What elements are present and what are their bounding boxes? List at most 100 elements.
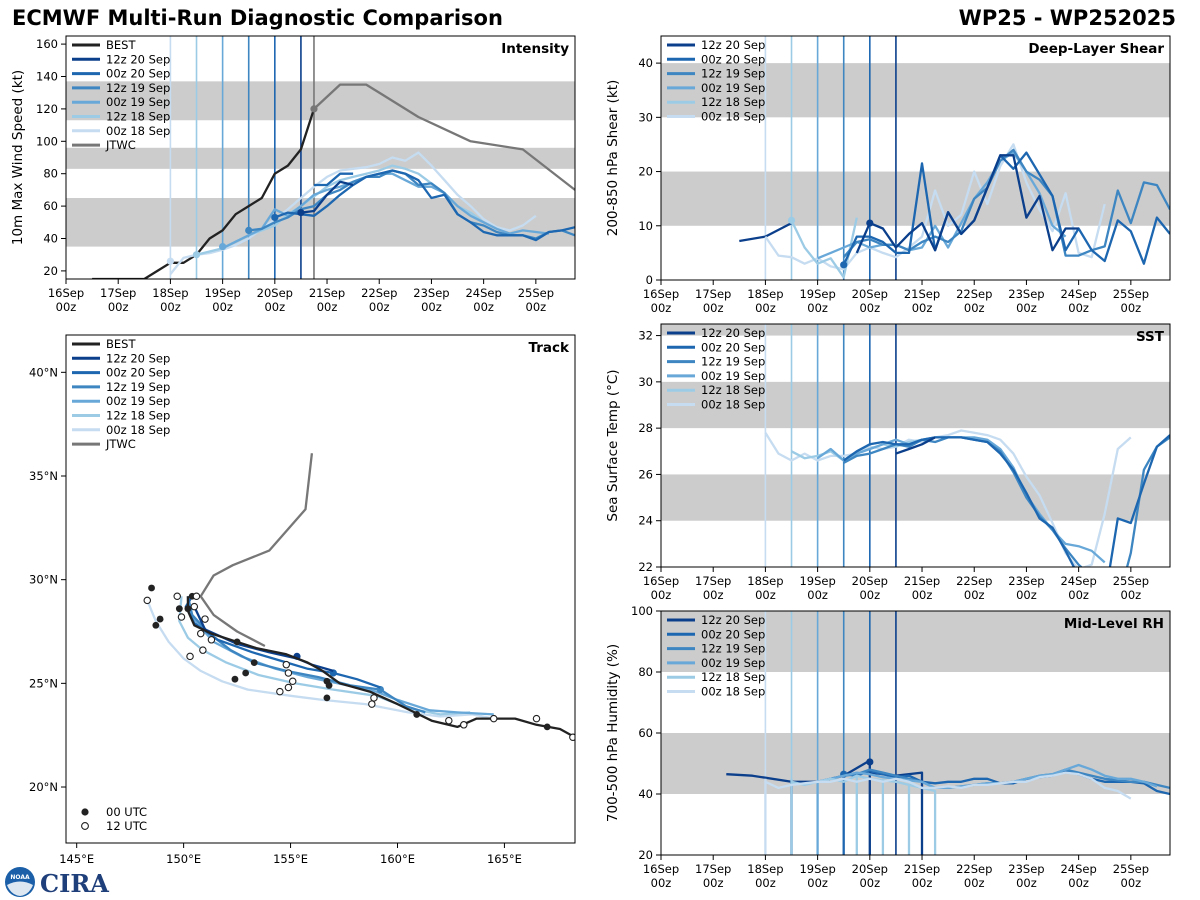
x-tick-label: 00z — [108, 300, 129, 314]
x-tick-label: 00z — [526, 300, 547, 314]
series-line — [186, 596, 426, 714]
track-plot-area — [143, 453, 575, 742]
x-tick-label: 00z — [807, 301, 828, 315]
x-tick-label: 23Sep — [413, 286, 449, 300]
x-tick-label: 00z — [912, 588, 933, 602]
x-tick-label: 00z — [1121, 301, 1142, 315]
y-tick-label: 20 — [638, 165, 653, 179]
fix-12utc — [460, 721, 468, 729]
x-tick-label: 00z — [859, 588, 880, 602]
legend-label: 00z 19 Sep — [701, 656, 765, 670]
x-tick-label: 00z — [807, 876, 828, 890]
legend-label: 00z 20 Sep — [701, 340, 765, 354]
y-tick-label: 22 — [638, 560, 653, 574]
sst-plot-area — [661, 324, 1170, 567]
fix-00utc — [148, 584, 155, 592]
sst-title: SST — [1136, 329, 1165, 345]
x-tick-label: 00z — [755, 301, 776, 315]
y-axis-label: 700-500 hPa Humidity (%) — [605, 644, 621, 822]
x-tick-label: 00z — [473, 300, 494, 314]
y-tick-label: 100 — [36, 134, 58, 148]
sst-frame — [660, 323, 1171, 568]
x-tick-label: 19Sep — [799, 862, 835, 876]
legend-label: 12z 20 Sep — [701, 38, 765, 52]
fix-00utc — [242, 669, 250, 677]
x-tick-label: 18Sep — [747, 574, 783, 588]
threshold-band — [661, 171, 1170, 226]
x-tick-label: 150°E — [166, 852, 201, 866]
y-tick-label: 160 — [36, 37, 58, 51]
x-tick-label: 17Sep — [695, 574, 731, 588]
y-tick-label: 30 — [638, 375, 653, 389]
legend-label: 00z 20 Sep — [701, 52, 765, 66]
series-line — [186, 596, 494, 716]
legend-label: 00 UTC — [106, 805, 147, 819]
legend-label: 00z 20 Sep — [106, 366, 170, 380]
legend-label: 12z 18 Sep — [106, 110, 170, 124]
shear-title: Deep-Layer Shear — [1028, 41, 1164, 57]
x-tick-label: 00z — [964, 301, 985, 315]
x-tick-label: 21Sep — [904, 287, 940, 301]
x-tick-label: 00z — [212, 300, 233, 314]
x-tick-label: 16Sep — [643, 574, 679, 588]
x-tick-label: 00z — [755, 876, 776, 890]
x-tick-label: 00z — [912, 301, 933, 315]
y-tick-label: 30°N — [29, 573, 58, 587]
legend-label: 00z 19 Sep — [701, 81, 765, 95]
legend-label: 12z 18 Sep — [701, 383, 765, 397]
threshold-band — [66, 81, 575, 121]
series-marker — [310, 105, 318, 113]
fix-12utc — [199, 646, 207, 654]
fix-12utc — [276, 687, 284, 696]
series-line — [274, 169, 575, 242]
series-marker — [166, 257, 175, 265]
legend-label: 00z 19 Sep — [701, 369, 765, 383]
series-marker — [192, 251, 201, 259]
rh-panel: 2040608010016Sep00z17Sep00z18Sep00z19Sep… — [605, 604, 1171, 890]
legend-label: 00z 20 Sep — [701, 627, 765, 641]
fix-12utc — [196, 629, 205, 638]
x-tick-label: 00z — [421, 300, 442, 314]
x-tick-label: 25Sep — [518, 286, 554, 300]
legend-label: BEST — [106, 337, 136, 351]
series-line — [764, 771, 1132, 855]
series-marker — [271, 213, 279, 222]
fix-12utc — [177, 613, 186, 621]
page-title: ECMWF Multi-Run Diagnostic Comparison — [12, 6, 503, 30]
x-tick-label: 17Sep — [695, 862, 731, 876]
y-tick-label: 40°N — [29, 365, 58, 379]
fix-12utc — [201, 615, 209, 623]
x-tick-label: 17Sep — [695, 287, 731, 301]
y-tick-label: 28 — [638, 421, 653, 435]
fix-00utc — [156, 615, 164, 623]
x-tick-label: 00z — [1016, 588, 1037, 602]
x-tick-label: 00z — [651, 301, 672, 315]
x-tick-label: 20Sep — [257, 286, 293, 300]
y-tick-label: 20 — [43, 264, 58, 278]
legend-label: 00z 19 Sep — [106, 394, 170, 408]
x-tick-label: 00z — [160, 300, 181, 314]
legend-label: 12z 19 Sep — [701, 642, 765, 656]
x-tick-label: 23Sep — [1008, 287, 1044, 301]
y-tick-label: 40 — [638, 787, 653, 801]
y-tick-label: 35°N — [29, 469, 58, 483]
threshold-band — [661, 474, 1170, 521]
shear-plot-area — [661, 36, 1170, 280]
series-marker — [245, 226, 253, 234]
y-axis-label: 10m Max Wind Speed (kt) — [10, 70, 26, 245]
x-tick-label: 00z — [317, 300, 338, 314]
x-tick-label: 00z — [964, 588, 985, 602]
series-line — [199, 453, 314, 648]
series-line — [842, 151, 1170, 266]
threshold-band — [661, 63, 1170, 118]
fix-00utc — [250, 659, 258, 667]
y-tick-label: 80 — [638, 665, 653, 679]
x-tick-label: 00z — [912, 876, 933, 890]
intensity-plot-area — [66, 36, 575, 279]
x-tick-label: 00z — [755, 588, 776, 602]
fix-12utc — [143, 596, 152, 605]
